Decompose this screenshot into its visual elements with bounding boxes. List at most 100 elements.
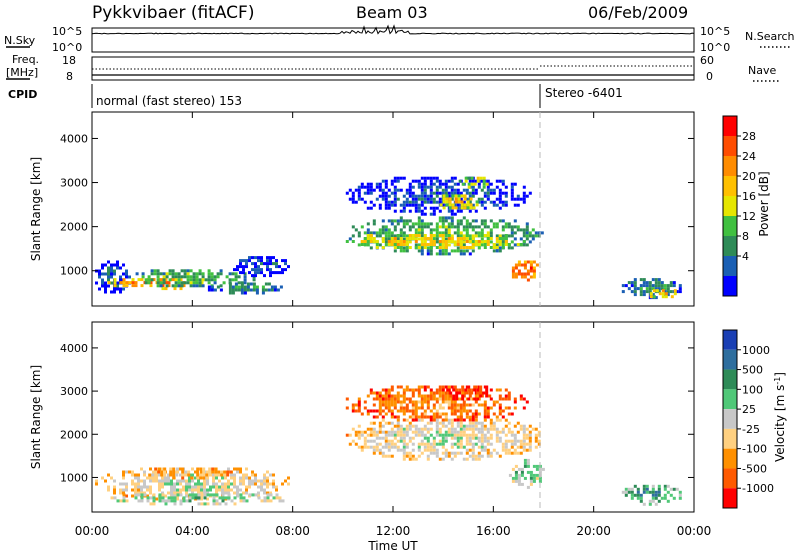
data-cell bbox=[461, 394, 465, 398]
data-cell bbox=[465, 412, 469, 416]
data-cell bbox=[381, 454, 385, 458]
data-cell bbox=[375, 197, 379, 201]
data-cell bbox=[224, 502, 228, 506]
data-cell bbox=[396, 243, 400, 246]
data-cell bbox=[461, 397, 465, 401]
data-cell bbox=[185, 482, 188, 486]
data-cell bbox=[147, 278, 151, 282]
data-cell bbox=[432, 442, 436, 446]
data-cell bbox=[261, 291, 265, 295]
data-cell bbox=[199, 467, 203, 471]
data-cell bbox=[474, 400, 478, 404]
data-cell bbox=[399, 219, 403, 223]
data-cell bbox=[529, 266, 533, 270]
data-cell bbox=[429, 188, 433, 192]
data-cell bbox=[207, 275, 211, 279]
data-cell bbox=[498, 394, 502, 398]
data-cell bbox=[492, 222, 496, 226]
data-cell bbox=[396, 188, 400, 192]
data-cell bbox=[463, 194, 467, 198]
data-cell bbox=[399, 394, 403, 398]
data-cell bbox=[134, 491, 137, 495]
data-cell bbox=[507, 448, 511, 452]
data-cell bbox=[155, 470, 158, 474]
data-cell bbox=[520, 272, 524, 276]
data-cell bbox=[453, 418, 457, 422]
data-cell bbox=[378, 194, 382, 198]
data-cell bbox=[273, 288, 277, 292]
data-cell bbox=[179, 278, 183, 282]
data-cell bbox=[435, 252, 439, 256]
data-cell bbox=[435, 421, 439, 425]
data-cell bbox=[378, 412, 382, 416]
data-cell bbox=[453, 409, 457, 413]
data-cell bbox=[154, 467, 158, 471]
data-cell bbox=[639, 496, 643, 500]
data-cell bbox=[474, 225, 478, 229]
data-cell bbox=[182, 488, 185, 492]
data-cell bbox=[199, 473, 203, 477]
data-cell bbox=[393, 179, 397, 183]
data-cell bbox=[420, 415, 424, 419]
data-cell bbox=[254, 493, 258, 497]
data-cell bbox=[393, 430, 397, 434]
data-cell bbox=[523, 263, 527, 267]
data-cell bbox=[257, 271, 260, 275]
data-cell bbox=[462, 216, 466, 220]
data-cell bbox=[444, 216, 448, 220]
data-cell bbox=[408, 388, 412, 392]
data-cell bbox=[420, 430, 424, 434]
data-cell bbox=[450, 427, 454, 431]
data-cell bbox=[465, 448, 469, 452]
data-cell bbox=[438, 412, 442, 416]
data-cell bbox=[101, 281, 104, 285]
data-cell bbox=[125, 482, 128, 486]
data-cell bbox=[278, 271, 281, 275]
data-cell bbox=[435, 397, 439, 401]
data-cell bbox=[432, 176, 436, 180]
data-cell bbox=[140, 485, 143, 489]
data-cell bbox=[441, 243, 445, 246]
data-cell bbox=[459, 219, 463, 223]
data-cell bbox=[173, 496, 177, 500]
data-cell bbox=[411, 185, 415, 189]
colorbar-tick-label: 20 bbox=[742, 170, 756, 183]
data-cell bbox=[101, 272, 104, 276]
data-cell bbox=[206, 476, 209, 480]
data-cell bbox=[510, 225, 514, 229]
data-cell bbox=[387, 234, 391, 238]
data-cell bbox=[399, 436, 403, 440]
data-cell bbox=[242, 482, 245, 486]
data-cell bbox=[666, 484, 670, 488]
data-cell bbox=[657, 493, 661, 497]
data-cell bbox=[444, 240, 448, 243]
data-cell bbox=[444, 436, 448, 440]
data-cell bbox=[390, 421, 394, 425]
data-cell bbox=[529, 263, 533, 267]
colorbar-tick-label: 1000 bbox=[742, 344, 770, 357]
data-cell bbox=[471, 246, 475, 249]
data-cell bbox=[444, 424, 448, 428]
data-cell bbox=[207, 285, 211, 289]
data-cell bbox=[483, 240, 487, 243]
data-cell bbox=[402, 219, 406, 223]
data-cell bbox=[281, 482, 284, 486]
data-cell bbox=[399, 209, 403, 213]
data-cell bbox=[263, 262, 266, 266]
data-cell bbox=[454, 197, 458, 201]
data-cell bbox=[348, 433, 352, 437]
data-cell bbox=[441, 237, 445, 240]
data-cell bbox=[483, 445, 487, 449]
data-cell bbox=[264, 288, 268, 292]
data-cell bbox=[408, 209, 412, 213]
data-cell bbox=[125, 275, 128, 279]
data-cell bbox=[532, 272, 536, 276]
data-cell bbox=[239, 479, 242, 483]
data-cell bbox=[531, 237, 535, 241]
data-cell bbox=[459, 222, 463, 226]
data-cell bbox=[152, 470, 155, 474]
data-cell bbox=[480, 240, 484, 244]
data-cell bbox=[459, 231, 463, 235]
data-cell bbox=[429, 197, 433, 201]
data-cell bbox=[483, 191, 487, 195]
